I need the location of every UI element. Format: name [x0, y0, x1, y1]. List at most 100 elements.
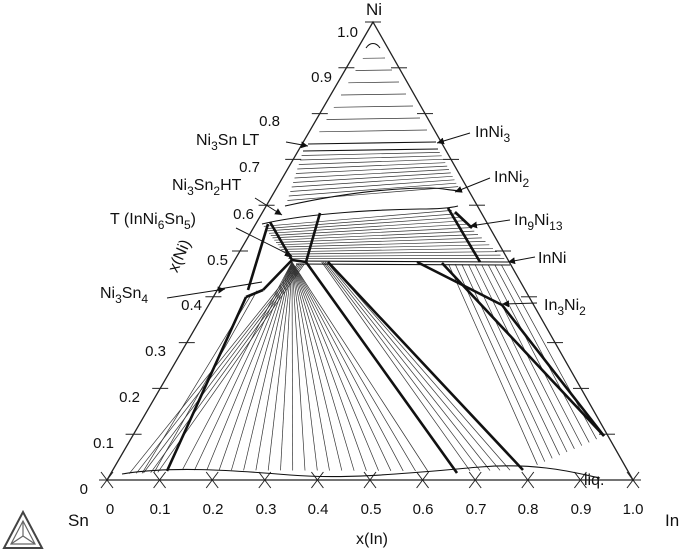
phase-label-in3ni2: In3​Ni2​	[544, 297, 586, 318]
tie-line	[487, 264, 583, 446]
heavy-edge	[304, 212, 322, 263]
heavy-edge	[446, 207, 482, 263]
arrow-inni2	[454, 177, 491, 193]
tie-line	[294, 169, 450, 179]
ni3sn4-boundary	[218, 281, 263, 290]
axis-tick	[258, 471, 272, 489]
heavy-edge	[246, 223, 270, 291]
left-tick-label: 0.7	[239, 159, 260, 176]
tie-line	[323, 261, 481, 471]
phase-label-ni3sn4: Ni3​Sn4​	[100, 285, 148, 306]
tie-line	[206, 261, 293, 471]
arrow-ni3sn4	[166, 286, 226, 299]
tie-lines	[128, 57, 597, 474]
heavy-edge	[165, 296, 248, 472]
phase-label-inni3: InNi3​	[475, 124, 510, 145]
arrow-t-phase	[235, 227, 293, 257]
tie-line	[272, 227, 471, 239]
tie-line	[136, 263, 300, 474]
heavy-edge	[291, 258, 307, 264]
tie-line	[454, 264, 546, 462]
phase-labels: Ni3​Sn LT Ni3​Sn2​HT T (InNi6​Sn5​) Ni3​…	[100, 124, 604, 489]
tie-line	[324, 261, 491, 471]
arrow-ni3sn-lt	[285, 141, 309, 149]
tie-line	[284, 251, 497, 255]
tie-line	[291, 261, 379, 471]
tie-line	[355, 69, 393, 71]
axis-tick	[416, 471, 430, 489]
tie-line	[143, 263, 302, 474]
tie-line	[153, 290, 258, 473]
corner-label-in: In	[665, 511, 679, 530]
tie-line	[293, 172, 451, 183]
innii3-lower-boundary	[302, 148, 439, 152]
heavy-edge	[327, 261, 524, 471]
left-axis-tick-labels: 0 0.1 0.2 0.3 0.4 0.5 0.6 0.7 0.8 0.9 1.…	[80, 24, 358, 498]
bottom-tick-label: 0.1	[150, 501, 171, 518]
tie-line	[291, 261, 416, 472]
tie-line	[326, 261, 501, 471]
tie-line	[291, 261, 367, 471]
phase-label-ni3sn-lt: Ni3​Sn LT	[196, 132, 260, 153]
tie-line	[267, 261, 293, 471]
bottom-tick-label: 0.2	[203, 501, 224, 518]
bottom-tick-label: 0.4	[308, 501, 329, 518]
tie-line	[298, 158, 444, 165]
left-tick-label: 0.4	[181, 297, 202, 314]
tie-line	[274, 230, 475, 241]
tie-line	[348, 81, 400, 84]
bottom-tick-label: 0.3	[256, 501, 277, 518]
tie-line	[340, 93, 407, 96]
left-tick-label: 0.5	[207, 252, 228, 269]
left-tick-label: 0.9	[311, 69, 332, 86]
ni3sn2-lower-boundary	[261, 205, 459, 225]
axis-tick	[205, 471, 219, 489]
bottom-tick-label: 0.5	[361, 501, 382, 518]
axis-tick	[521, 471, 535, 489]
tie-line	[287, 186, 459, 201]
left-tick-label: 1.0	[337, 24, 358, 41]
tie-line	[290, 179, 455, 192]
axis-title-left: x(Ni)	[165, 237, 194, 275]
tie-line	[291, 261, 392, 471]
phase-label-inni2: InNi2​	[494, 169, 529, 190]
heavy-edge	[454, 211, 473, 229]
tie-line	[326, 117, 421, 120]
tie-line	[288, 182, 457, 197]
tie-line	[333, 105, 414, 108]
inni-lower-boundary	[295, 263, 511, 266]
bottom-tick-label: 0.9	[571, 501, 592, 518]
ni-solid-solution-boundary	[365, 42, 381, 49]
heavy-edge	[262, 259, 293, 291]
phase-label-inni: InNi	[538, 250, 566, 267]
phase-boundaries	[121, 42, 601, 479]
tie-line	[218, 261, 293, 471]
tie-line	[268, 220, 464, 234]
tie-line	[291, 261, 306, 471]
tie-line	[295, 165, 448, 174]
corner-label-ni: Ni	[366, 0, 382, 19]
bottom-tick-label: 0	[106, 501, 114, 518]
tie-line	[275, 234, 479, 243]
phase-label-in9ni13: In9​Ni13​	[514, 212, 563, 233]
arrow-inni3	[436, 132, 471, 145]
bottom-tick-label: 0.6	[413, 501, 434, 518]
bottom-tick-label: 1.0	[623, 501, 644, 518]
phase-label-liq: liq.	[584, 472, 604, 489]
heavy-edge	[441, 262, 605, 437]
tie-line	[301, 152, 440, 156]
phase-label-ni3sn2ht: Ni3​Sn2​HT	[172, 177, 242, 198]
tie-line	[461, 264, 553, 459]
corner-label-sn: Sn	[68, 511, 89, 530]
phase-label-t-inni6sn5: T (InNi6​Sn5​)	[110, 211, 196, 232]
tie-line	[194, 261, 293, 471]
three-phase-edges	[165, 207, 606, 474]
tie-line	[231, 261, 293, 471]
tie-line	[448, 263, 538, 465]
tie-line	[291, 261, 404, 472]
bottom-tick-label: 0.7	[466, 501, 487, 518]
axis-tick	[153, 471, 167, 489]
tie-line	[282, 247, 494, 253]
axis-tick	[626, 471, 640, 489]
